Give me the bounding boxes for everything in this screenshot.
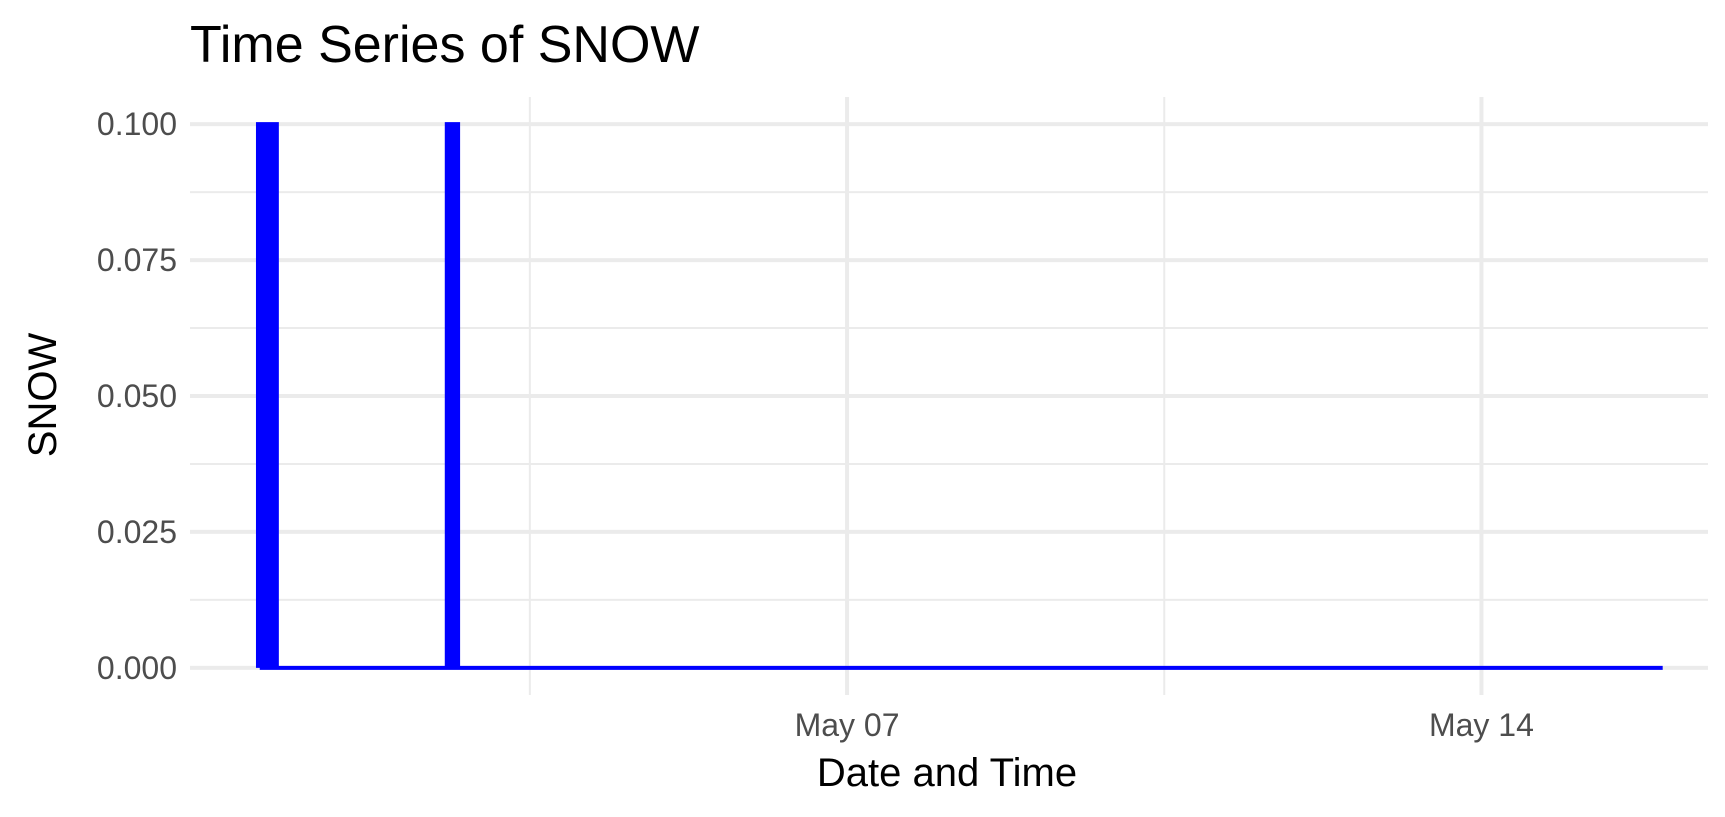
x-tick-label: May 14: [1429, 707, 1534, 743]
y-tick-label: 0.025: [97, 514, 177, 550]
x-tick-label: May 07: [795, 707, 900, 743]
chart-title: Time Series of SNOW: [190, 16, 700, 74]
y-axis-ticks: 0.000 0.025 0.050 0.075 0.100: [97, 106, 177, 686]
x-axis-ticks: May 07 May 14: [795, 707, 1534, 743]
y-tick-label: 0.050: [97, 378, 177, 414]
y-axis-title: SNOW: [21, 333, 65, 458]
y-tick-label: 0.075: [97, 242, 177, 278]
snow-series-line: [255, 122, 1663, 670]
grid: [190, 97, 1708, 695]
x-axis-title: Date and Time: [817, 751, 1077, 795]
y-tick-label: 0.000: [97, 650, 177, 686]
y-tick-label: 0.100: [97, 106, 177, 142]
